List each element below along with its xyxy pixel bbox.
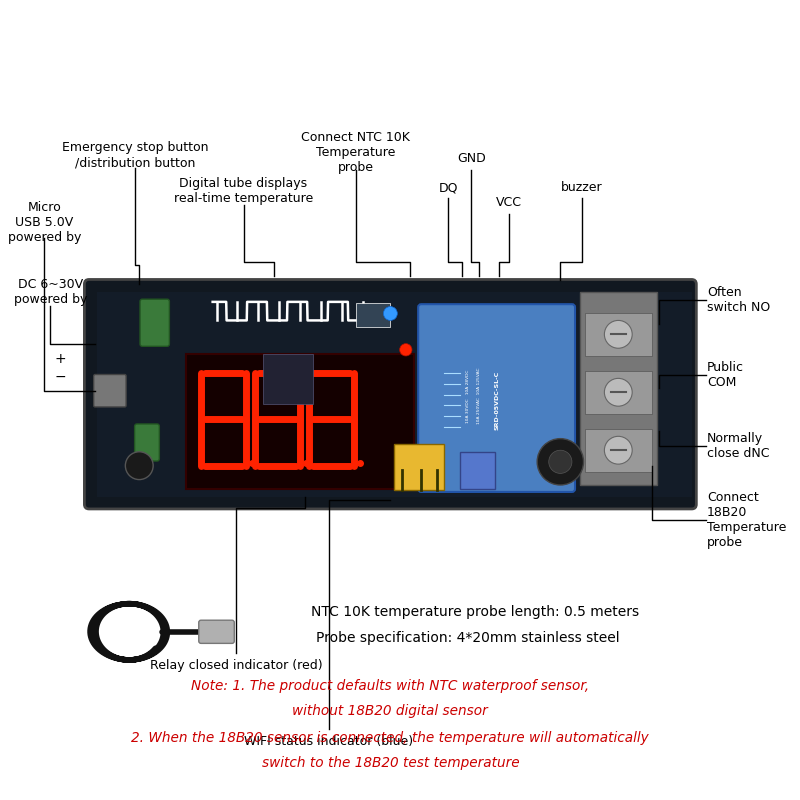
Text: Micro
USB 5.0V
powered by: Micro USB 5.0V powered by (7, 201, 81, 244)
Bar (585, 370, 651, 414)
Text: Public
COM: Public COM (707, 361, 744, 389)
Bar (97, 292, 692, 497)
Circle shape (604, 436, 632, 464)
FancyBboxPatch shape (140, 299, 170, 346)
Text: Note: 1. The product defaults with NTC waterproof sensor,: Note: 1. The product defaults with NTC w… (191, 679, 590, 693)
Text: Relay closed indicator (red): Relay closed indicator (red) (150, 658, 322, 671)
Text: 2. When the 18B20 sensor is connected, the temperature will automatically: 2. When the 18B20 sensor is connected, t… (131, 731, 650, 746)
Bar (585, 429, 651, 472)
Text: SRD-05VDC-SL-C: SRD-05VDC-SL-C (494, 370, 499, 430)
FancyBboxPatch shape (134, 424, 159, 461)
Bar (394, 444, 445, 490)
Circle shape (604, 321, 632, 348)
Circle shape (400, 343, 412, 356)
FancyBboxPatch shape (198, 620, 234, 643)
Text: Connect NTC 10K
Temperature
probe: Connect NTC 10K Temperature probe (301, 131, 410, 174)
Text: Probe specification: 4*20mm stainless steel: Probe specification: 4*20mm stainless st… (316, 631, 619, 645)
Text: WIFI status indicator (blue): WIFI status indicator (blue) (244, 735, 413, 748)
Bar (263, 354, 313, 404)
Text: −: − (54, 370, 66, 384)
Circle shape (126, 452, 153, 479)
Text: switch to the 18B20 test temperature: switch to the 18B20 test temperature (262, 756, 519, 770)
Bar (585, 313, 651, 356)
Text: 10A 250VAC  10A 125VAC: 10A 250VAC 10A 125VAC (478, 368, 482, 424)
Bar (355, 303, 390, 326)
Circle shape (537, 438, 583, 485)
Circle shape (383, 306, 398, 321)
Text: +: + (54, 352, 66, 366)
Text: GND: GND (457, 153, 486, 166)
Bar (580, 292, 657, 485)
FancyBboxPatch shape (94, 374, 126, 407)
Circle shape (549, 450, 572, 474)
Text: 10A 30VDC   10A 28VDC: 10A 30VDC 10A 28VDC (466, 370, 470, 423)
Text: DC 6~30V
powered by: DC 6~30V powered by (14, 278, 87, 306)
Text: VCC: VCC (495, 197, 522, 210)
Text: DQ: DQ (438, 181, 458, 194)
Text: without 18B20 digital sensor: without 18B20 digital sensor (293, 704, 488, 718)
Text: Connect
18B20
Temperature
probe: Connect 18B20 Temperature probe (707, 490, 786, 549)
Bar (186, 354, 414, 489)
FancyBboxPatch shape (84, 279, 696, 509)
Text: Emergency stop button
/distribution button: Emergency stop button /distribution butt… (62, 141, 209, 169)
Text: Often
switch NO: Often switch NO (707, 286, 770, 314)
Text: Digital tube displays
real-time temperature: Digital tube displays real-time temperat… (174, 178, 313, 206)
FancyBboxPatch shape (418, 304, 575, 492)
Text: NTC 10K temperature probe length: 0.5 meters: NTC 10K temperature probe length: 0.5 me… (311, 606, 639, 619)
Text: Normally
close dNC: Normally close dNC (707, 432, 770, 460)
Bar (460, 452, 494, 489)
Text: buzzer: buzzer (561, 181, 602, 194)
Circle shape (604, 378, 632, 406)
